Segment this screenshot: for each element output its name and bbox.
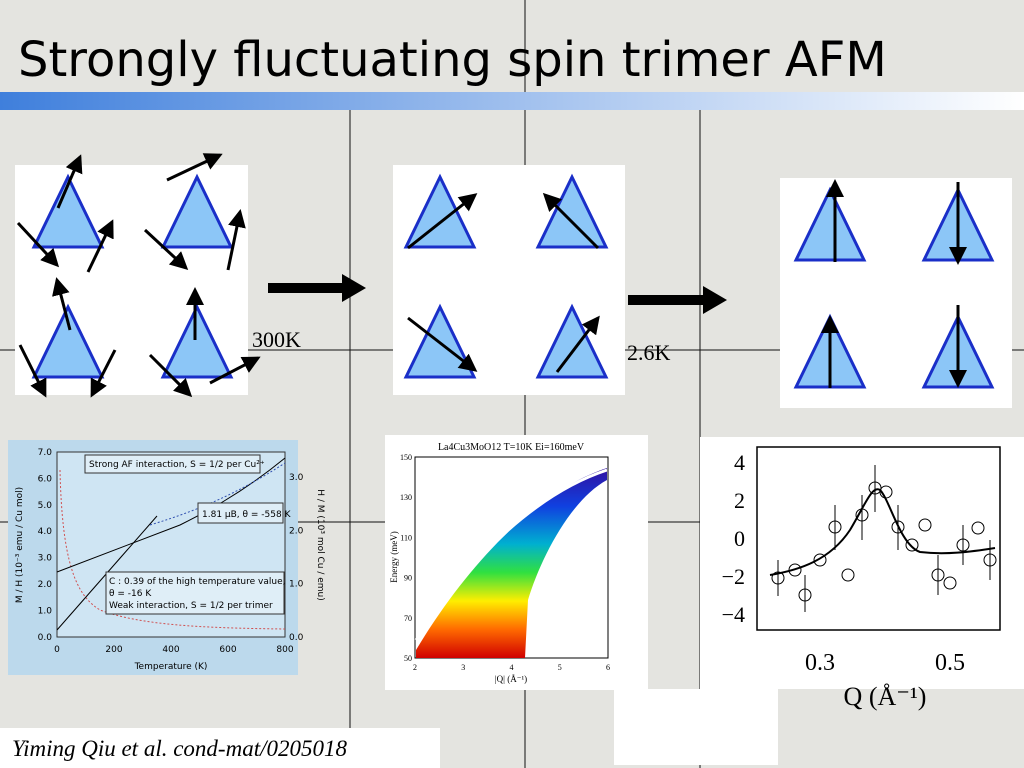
x-tick-label: 200 (105, 645, 122, 655)
y-tick-label: 1.0 (38, 606, 53, 616)
triangle (160, 303, 234, 379)
y2-tick-label: 1.0 (289, 580, 304, 590)
x-tick-label: 5 (558, 663, 562, 672)
y-tick-label: 2.0 (38, 580, 53, 590)
triangle (535, 303, 609, 379)
spin-arrow (86, 219, 114, 273)
y-tick-label: 5.0 (38, 501, 53, 511)
x-tick-label: 400 (162, 645, 179, 655)
spin-arrow (555, 315, 600, 373)
y2-tick-label: 3.0 (289, 473, 304, 483)
triangle (31, 303, 105, 379)
x-tick-label: 800 (276, 645, 293, 655)
triangle (160, 173, 234, 249)
spin-arrow (226, 209, 246, 271)
data-points (771, 465, 997, 612)
y-tick-label: −4 (722, 602, 745, 627)
temperature-label: 300K (252, 327, 301, 352)
x-axis-label: |Q| (Å⁻¹) (495, 674, 527, 684)
spin-arrow (56, 154, 83, 209)
citation: Yiming Qiu et al. cond-mat/0205018 (12, 736, 347, 761)
spin-arrow (407, 316, 478, 372)
y-tick-label: 7.0 (38, 448, 53, 458)
x-tick-label: 6 (606, 663, 610, 672)
spin-arrow (407, 193, 478, 250)
y2-tick-label: 0.0 (289, 633, 304, 643)
y-tick-label: 3.0 (38, 554, 53, 564)
spin-arrow (542, 192, 600, 250)
y-axis-label: M / H (10⁻³ emu / Cu mol) (15, 487, 25, 603)
x-tick-label: 2 (413, 663, 417, 672)
y-axis-label: Energy (meV) (389, 531, 399, 583)
y-tick-label: 130 (400, 493, 412, 502)
temperature-label: 2.6K (627, 340, 671, 365)
y-tick-label: 4 (734, 450, 745, 475)
spin-arrow (143, 228, 189, 271)
spin-arrow (148, 353, 193, 398)
title: Strongly fluctuating spin trimer AFM (18, 32, 887, 88)
note: 1.81 μB, θ = -558 K (202, 510, 292, 520)
y-tick-label: 0.0 (38, 633, 53, 643)
x-axis-label: Temperature (K) (134, 662, 208, 672)
spin-arrow (166, 153, 223, 182)
spin-arrow (16, 221, 60, 268)
intensity-map (416, 468, 607, 658)
note: C : 0.39 of the high temperature value, (109, 577, 285, 587)
arrow (268, 274, 366, 302)
citation-box (0, 728, 440, 768)
spin-arrow (90, 349, 117, 398)
x-tick-label: 0.5 (935, 650, 965, 676)
title-bar (0, 92, 1024, 110)
x-tick-label: 4 (510, 663, 514, 672)
triangle (535, 173, 609, 249)
y-tick-label: −2 (722, 564, 745, 589)
x-tick-label: 0.3 (805, 650, 835, 676)
y2-tick-label: 2.0 (289, 526, 304, 536)
y-tick-label: 4.0 (38, 527, 53, 537)
y-tick-label: 50 (404, 654, 412, 663)
y-tick-label: 6.0 (38, 474, 53, 484)
y-tick-label: 0 (734, 526, 745, 551)
x-axis-label: Q (Å⁻¹) (844, 682, 927, 711)
x-tick-label: 0 (54, 645, 60, 655)
y-tick-label: 150 (400, 453, 412, 462)
note: θ = -16 K (109, 589, 152, 599)
y-tick-label: 110 (400, 533, 412, 542)
note: Weak interaction, S = 1/2 per trimer (109, 601, 273, 611)
triangle (403, 173, 477, 249)
edge (414, 468, 608, 641)
chart-title: La4Cu3MoO12 T=10K Ei=160meV (438, 442, 585, 453)
spin-arrow (52, 277, 72, 331)
spin-arrow (209, 356, 261, 385)
notes: Strong AF interaction, S = 1/2 per Cu²⁺ … (84, 454, 292, 615)
triangle (793, 186, 867, 262)
spin-arrow (18, 344, 47, 398)
chart-panel (700, 437, 1024, 689)
y-tick-label: 2 (734, 488, 745, 513)
y-tick-label: 70 (404, 614, 412, 623)
blank (614, 689, 778, 765)
y2-axis-label: H / M (10³ mol Cu / emu) (315, 489, 325, 600)
plot-area (756, 446, 1001, 631)
arrow (628, 286, 727, 314)
x-tick-label: 600 (219, 645, 236, 655)
note: Strong AF interaction, S = 1/2 per Cu²⁺ (89, 460, 265, 470)
y-tick-label: 90 (404, 574, 412, 583)
triangle (31, 173, 105, 249)
x-tick-label: 3 (461, 663, 465, 672)
